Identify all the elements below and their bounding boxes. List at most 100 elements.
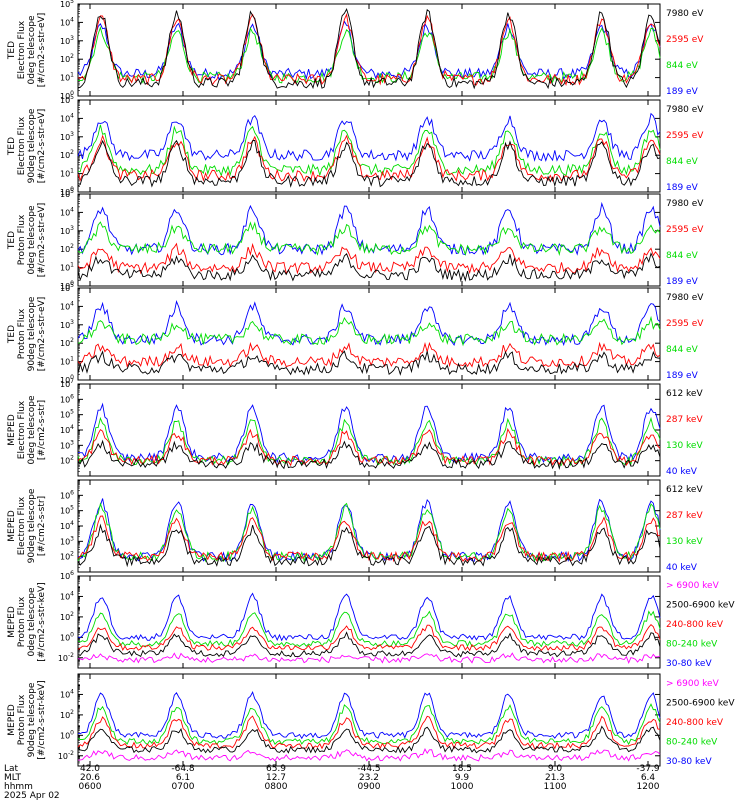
y-axis-label: MEPEDElectron Flux90deg telescope[#/cm2-… — [7, 488, 47, 563]
series-line-red — [77, 12, 661, 87]
y-tick-label: 102 — [60, 455, 74, 466]
series-line-blue — [77, 498, 661, 563]
legend-entry: 7980 eV — [666, 9, 704, 19]
footer-value: -64.8 — [171, 764, 195, 774]
legend-entry: 40 keV — [666, 563, 698, 573]
y-tick-label: 104 — [60, 520, 74, 531]
footer-value: 9.0 — [548, 764, 563, 774]
series-line-magenta — [77, 652, 661, 664]
footer-value: 12.7 — [266, 773, 286, 783]
y-axis-label: TEDProton Flux90deg telescope[#/cm2-s-st… — [7, 296, 47, 371]
legend-entry: 2500-6900 keV — [666, 601, 735, 611]
y-tick-label: 102 — [60, 243, 74, 254]
y-axis-label: TEDElectron Flux90deg telescope[#/cm2-s-… — [7, 108, 47, 183]
legend-entry: 7980 eV — [666, 293, 704, 303]
y-tick-label: 102 — [60, 611, 74, 622]
legend-entry: 189 eV — [666, 87, 699, 97]
y-tick-label: 104 — [60, 424, 74, 435]
legend-entry: > 6900 keV — [666, 581, 720, 591]
y-tick-label: 106 — [60, 489, 74, 500]
y-tick-label: 104 — [60, 590, 74, 601]
series-line-red — [77, 341, 661, 368]
y-tick-label: 104 — [60, 112, 74, 123]
footer-row-label: MLT — [4, 773, 22, 783]
panel-1: 100 101 102 103 104 105 TEDElectron Flux0deg t… — [7, 0, 704, 101]
y-tick-label: 100 — [60, 729, 74, 740]
legend-entry: 844 eV — [666, 61, 699, 71]
legend-entry: 30-80 keV — [666, 757, 712, 767]
series-line-green — [77, 610, 661, 648]
footer-value: 0600 — [79, 782, 102, 792]
legend-entry: 189 eV — [666, 371, 699, 381]
legend-entry: 30-80 keV — [666, 659, 712, 669]
series-line-green — [77, 25, 661, 85]
series-line-green — [77, 124, 661, 177]
legend-entry: 287 keV — [666, 511, 703, 521]
y-tick-label: 103 — [60, 131, 74, 142]
legend-entry: 287 keV — [666, 415, 703, 425]
panels-group: 100 101 102 103 104 105 TEDElectron Flux0deg t… — [7, 0, 735, 767]
y-tick-label: 107 — [60, 378, 74, 389]
footer-value: 0700 — [172, 782, 195, 792]
y-axis-label: MEPEDProton Flux90deg telescope[#/cm2-s-… — [7, 680, 47, 759]
series-line-green — [77, 221, 661, 257]
footer-value: 18.5 — [452, 764, 472, 774]
y-tick-label: 103 — [60, 535, 74, 546]
legend-entry: 2500-6900 keV — [666, 699, 735, 709]
footer-value: 42.0 — [80, 764, 100, 774]
legend-entry: 40 keV — [666, 467, 698, 477]
footer-value: 1000 — [451, 782, 474, 792]
legend-entry: 130 keV — [666, 537, 703, 547]
footer-value: 6.4 — [641, 773, 656, 783]
footer-value: 21.3 — [545, 773, 565, 783]
legend-entry: 844 eV — [666, 157, 699, 167]
panel-2: 100 101 102 103 104 105 TEDElectron Flux90deg … — [7, 94, 704, 197]
series-line-black — [77, 139, 661, 188]
panel-7: 10-2 100 102 104 106 MEPEDProton Flux0deg tel… — [7, 570, 735, 669]
y-tick-label: 102 — [60, 551, 74, 562]
y-tick-label: 106 — [60, 570, 74, 581]
legend-entry: 612 keV — [666, 485, 703, 495]
y-tick-label: 105 — [60, 94, 74, 105]
legend-entry: 2595 eV — [666, 131, 704, 141]
y-tick-label: 105 — [60, 282, 74, 293]
panel-5: 102 103 104 105 106 107 MEPEDElectron Flux0deg… — [7, 378, 703, 477]
y-tick-label: 104 — [60, 16, 74, 27]
y-tick-label: 10-2 — [58, 750, 74, 761]
series-line-blue — [77, 20, 661, 81]
y-tick-label: 101 — [60, 262, 74, 273]
legend-entry: 240-800 keV — [666, 620, 724, 630]
y-tick-label: 105 — [60, 0, 74, 9]
series-line-blue — [77, 691, 661, 740]
series-line-black — [77, 523, 661, 568]
y-tick-label: 101 — [60, 168, 74, 179]
y-tick-label: 102 — [60, 149, 74, 160]
legend-entry: 844 eV — [666, 345, 699, 355]
y-tick-label: 103 — [60, 225, 74, 236]
y-axis-label: TEDProton Flux0deg telescope[#/cm2-s-str… — [7, 203, 47, 278]
series-line-green — [77, 315, 661, 347]
y-tick-label: 100 — [60, 90, 74, 101]
legend-entry: 80-240 keV — [666, 640, 718, 650]
series-line-blue — [77, 402, 661, 464]
footer-row-label: 2025 Apr 02 — [4, 791, 60, 800]
legend-entry: 2595 eV — [666, 319, 704, 329]
y-tick-label: 105 — [60, 505, 74, 516]
y-tick-label: 103 — [60, 319, 74, 330]
legend-entry: > 6900 keV — [666, 679, 720, 689]
series-line-red — [77, 715, 661, 750]
legend-entry: 7980 eV — [666, 105, 704, 115]
legend-entry: 189 eV — [666, 277, 699, 287]
y-axis-label: MEPEDProton Flux0deg telescope[#/cm2-s-s… — [7, 582, 47, 661]
panel-6: 102 103 104 105 106 MEPEDElectron Flux90deg t… — [7, 479, 703, 573]
series-line-blue — [77, 112, 661, 162]
series-line-red — [77, 623, 661, 652]
y-tick-label: 102 — [60, 709, 74, 720]
footer-value: 0800 — [265, 782, 288, 792]
series-line-red — [77, 242, 661, 275]
legend-entry: 80-240 keV — [666, 738, 718, 748]
y-tick-label: 100 — [60, 631, 74, 642]
panel-8: 10-2 100 102 104 MEPEDProton Flux90deg teles… — [7, 673, 735, 767]
series-line-black — [77, 439, 661, 471]
